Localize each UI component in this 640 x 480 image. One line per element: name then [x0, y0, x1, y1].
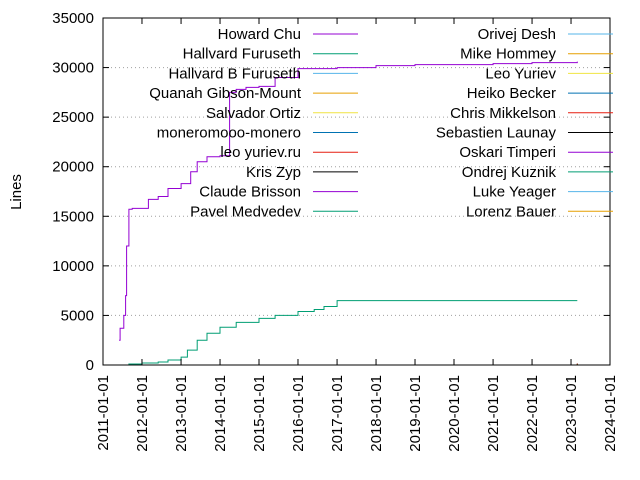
- legend-label: Kris Zyp: [246, 164, 301, 181]
- x-tick-label: 2011-01-01: [95, 375, 112, 451]
- x-tick-label: 2013-01-01: [173, 375, 190, 452]
- legend-label: Mike Hommey: [460, 46, 556, 63]
- x-tick-label: 2018-01-01: [368, 375, 385, 452]
- x-tick-label: 2015-01-01: [251, 375, 268, 452]
- legend-label: Chris Mikkelson: [450, 105, 556, 122]
- x-tick-label: 2021-01-01: [485, 375, 502, 452]
- legend-label: Howard Chu: [218, 26, 301, 43]
- y-axis-label: Lines: [8, 174, 25, 210]
- x-tick-label: 2016-01-01: [290, 375, 307, 452]
- legend-label: Hallvard Furuseth: [183, 46, 301, 63]
- y-tick-label: 15000: [52, 208, 94, 225]
- x-tick-label: 2024-01-01: [602, 375, 619, 452]
- axes: 0 5000 10000 15000 20000 25000 30000 35000 2011-…: [52, 10, 619, 452]
- legend-label: leo yuriev.ru: [220, 144, 301, 161]
- legend-label: Oskari Timperi: [459, 144, 556, 161]
- legend-label: Lorenz Bauer: [466, 203, 556, 220]
- x-tick-label: 2014-01-01: [212, 375, 229, 452]
- x-tick-label: 2012-01-01: [134, 375, 151, 452]
- series-line: [119, 61, 578, 341]
- legend-label: Heiko Becker: [467, 85, 556, 102]
- legend-label: Leo Yuriev: [485, 65, 556, 82]
- legend-label: Claude Brisson: [199, 184, 301, 201]
- y-tick-label: 20000: [52, 159, 94, 176]
- x-tick-label: 2022-01-01: [524, 375, 541, 452]
- y-tick-label: 30000: [52, 60, 94, 77]
- legend-label: Hallvard B Furuseth: [168, 65, 301, 82]
- y-tick-label: 5000: [61, 307, 94, 324]
- y-tick-label: 10000: [52, 258, 94, 275]
- legend-label: Pavel Medvedev: [190, 203, 301, 220]
- legend: Howard Chu Hallvard Furuseth Hallvard B Fu…: [149, 26, 613, 220]
- x-tick-label: 2019-01-01: [407, 375, 424, 452]
- y-tick-label: 0: [86, 357, 94, 374]
- x-tick-label: 2023-01-01: [563, 375, 580, 452]
- grid: [103, 67, 610, 316]
- legend-label: Quanah Gibson-Mount: [149, 85, 302, 102]
- legend-label: Salvador Ortiz: [206, 105, 301, 122]
- x-tick-label: 2017-01-01: [329, 375, 346, 452]
- legend-label: Sebastien Launay: [436, 125, 557, 142]
- y-tick-label: 25000: [52, 109, 94, 126]
- legend-label: moneromooo-monero: [157, 125, 301, 142]
- x-tick-label: 2020-01-01: [446, 375, 463, 452]
- legend-label: Orivej Desh: [478, 26, 556, 43]
- legend-label: Luke Yeager: [473, 184, 556, 201]
- y-tick-label: 35000: [52, 10, 94, 27]
- legend-label: Ondrej Kuznik: [462, 164, 557, 181]
- series-line: [119, 300, 578, 366]
